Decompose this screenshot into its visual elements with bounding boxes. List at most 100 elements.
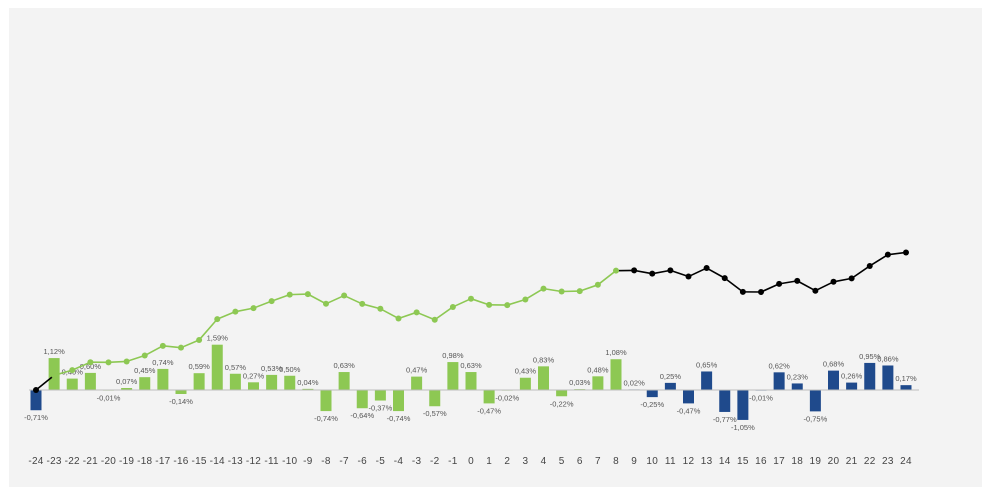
bar	[211, 344, 223, 390]
bar	[882, 365, 894, 390]
x-tick-label: 18	[791, 456, 803, 467]
line-segment	[669, 269, 690, 278]
line-point	[758, 289, 764, 296]
line-segment	[162, 345, 182, 349]
line-segment	[107, 360, 128, 364]
bar-value-label: -0,74%	[387, 414, 411, 423]
chart-panel: -0,71%1,12%0,40%0,60%-0,01%0,07%0,45%0,7…	[9, 8, 982, 487]
x-tick-label: -5	[376, 456, 386, 467]
bar-labels-layer: -0,71%1,12%0,40%0,60%-0,01%0,07%0,45%0,7…	[24, 334, 917, 432]
bar	[664, 382, 676, 390]
x-tick-label: -12	[246, 456, 261, 467]
bar	[66, 378, 78, 390]
x-tick-label: 13	[701, 456, 713, 467]
line-segment	[760, 283, 780, 293]
line-segment	[470, 297, 490, 306]
x-tick-label: 10	[646, 456, 658, 467]
line-point	[341, 292, 348, 299]
bar	[864, 362, 876, 390]
bar	[900, 385, 912, 390]
line-point	[866, 262, 873, 269]
x-tick-label: -15	[191, 456, 206, 467]
x-tick-label: 6	[577, 456, 583, 467]
bar-value-label: 0,83%	[533, 355, 555, 364]
line-point	[232, 308, 239, 315]
line-point	[903, 249, 909, 256]
x-tick-label: -4	[394, 456, 404, 467]
line-point	[123, 358, 130, 365]
line-point	[159, 342, 166, 349]
x-tick-label: -13	[228, 456, 243, 467]
bar	[157, 368, 169, 390]
line-point	[613, 267, 619, 274]
line-point	[250, 305, 257, 312]
bar	[356, 390, 368, 409]
line-point	[468, 295, 474, 302]
bar-value-label: 0,63%	[460, 361, 482, 370]
line-segment	[198, 318, 219, 341]
x-tick-label: -23	[46, 456, 61, 467]
x-tick-label: 23	[882, 456, 894, 467]
line-point	[395, 315, 402, 322]
line-point	[830, 278, 837, 285]
line-point	[33, 387, 39, 393]
line-point	[141, 352, 148, 359]
line-point	[504, 302, 511, 309]
x-tick-label: -14	[210, 456, 225, 467]
bar	[411, 376, 423, 390]
line-point	[685, 273, 692, 280]
line-segment	[361, 303, 382, 310]
bar	[556, 390, 568, 397]
bar	[465, 372, 477, 390]
line-point	[431, 316, 438, 323]
line-segment	[35, 374, 55, 391]
line-segment	[850, 265, 871, 280]
bar-value-label: 1,08%	[605, 348, 627, 357]
line-point	[359, 300, 366, 307]
cumulative-points-layer	[33, 249, 909, 393]
line-point	[69, 367, 76, 374]
bar	[84, 372, 96, 390]
bar	[248, 382, 259, 390]
line-point	[105, 359, 112, 366]
bar-value-label: 0,62%	[768, 361, 790, 370]
bar	[701, 371, 713, 390]
bar-value-label: 0,27%	[243, 371, 265, 380]
line-point	[631, 267, 638, 274]
bar-value-label: 0,68%	[823, 360, 845, 369]
x-tick-label: -17	[155, 456, 170, 467]
x-tick-label: 4	[541, 456, 547, 467]
line-segment	[288, 293, 309, 296]
bar-value-label: 0,25%	[660, 372, 682, 381]
bar-value-label: -0,64%	[350, 411, 374, 420]
line-segment	[452, 297, 472, 308]
line-point	[196, 336, 203, 343]
bar	[791, 383, 803, 390]
line-segment	[651, 269, 672, 275]
bar-value-label: -0,71%	[24, 413, 48, 422]
line-segment	[832, 277, 853, 283]
bar-value-label: 0,23%	[787, 372, 809, 381]
bar-value-label: 0,04%	[297, 378, 319, 387]
bar-value-label: 0,45%	[134, 366, 156, 375]
bar-value-label: 0,47%	[406, 366, 428, 375]
line-point	[540, 285, 547, 292]
x-tick-label: 0	[468, 456, 474, 467]
line-segment	[723, 277, 744, 293]
bars-layer	[30, 344, 912, 420]
line-point	[848, 275, 855, 282]
bar-value-label: -0,47%	[477, 406, 501, 415]
line-point	[486, 301, 493, 308]
line-segment	[307, 293, 327, 305]
bar	[284, 375, 296, 390]
x-tick-label: -18	[137, 456, 152, 467]
line-segment	[687, 267, 708, 278]
line-point	[776, 280, 783, 287]
bar-value-label: 0,60%	[80, 362, 102, 371]
bar-value-label: -0,22%	[550, 399, 574, 408]
bar	[683, 390, 694, 404]
bar	[266, 374, 278, 390]
bar-value-label: -0,75%	[803, 414, 827, 423]
x-tick-label: -11	[264, 456, 279, 467]
line-segment	[705, 267, 726, 279]
